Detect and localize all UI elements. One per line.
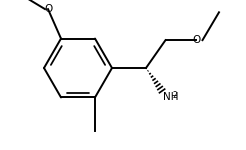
Text: 2: 2: [172, 91, 177, 100]
Text: O: O: [44, 4, 52, 14]
Text: NH: NH: [163, 92, 179, 102]
Text: O: O: [192, 35, 201, 45]
